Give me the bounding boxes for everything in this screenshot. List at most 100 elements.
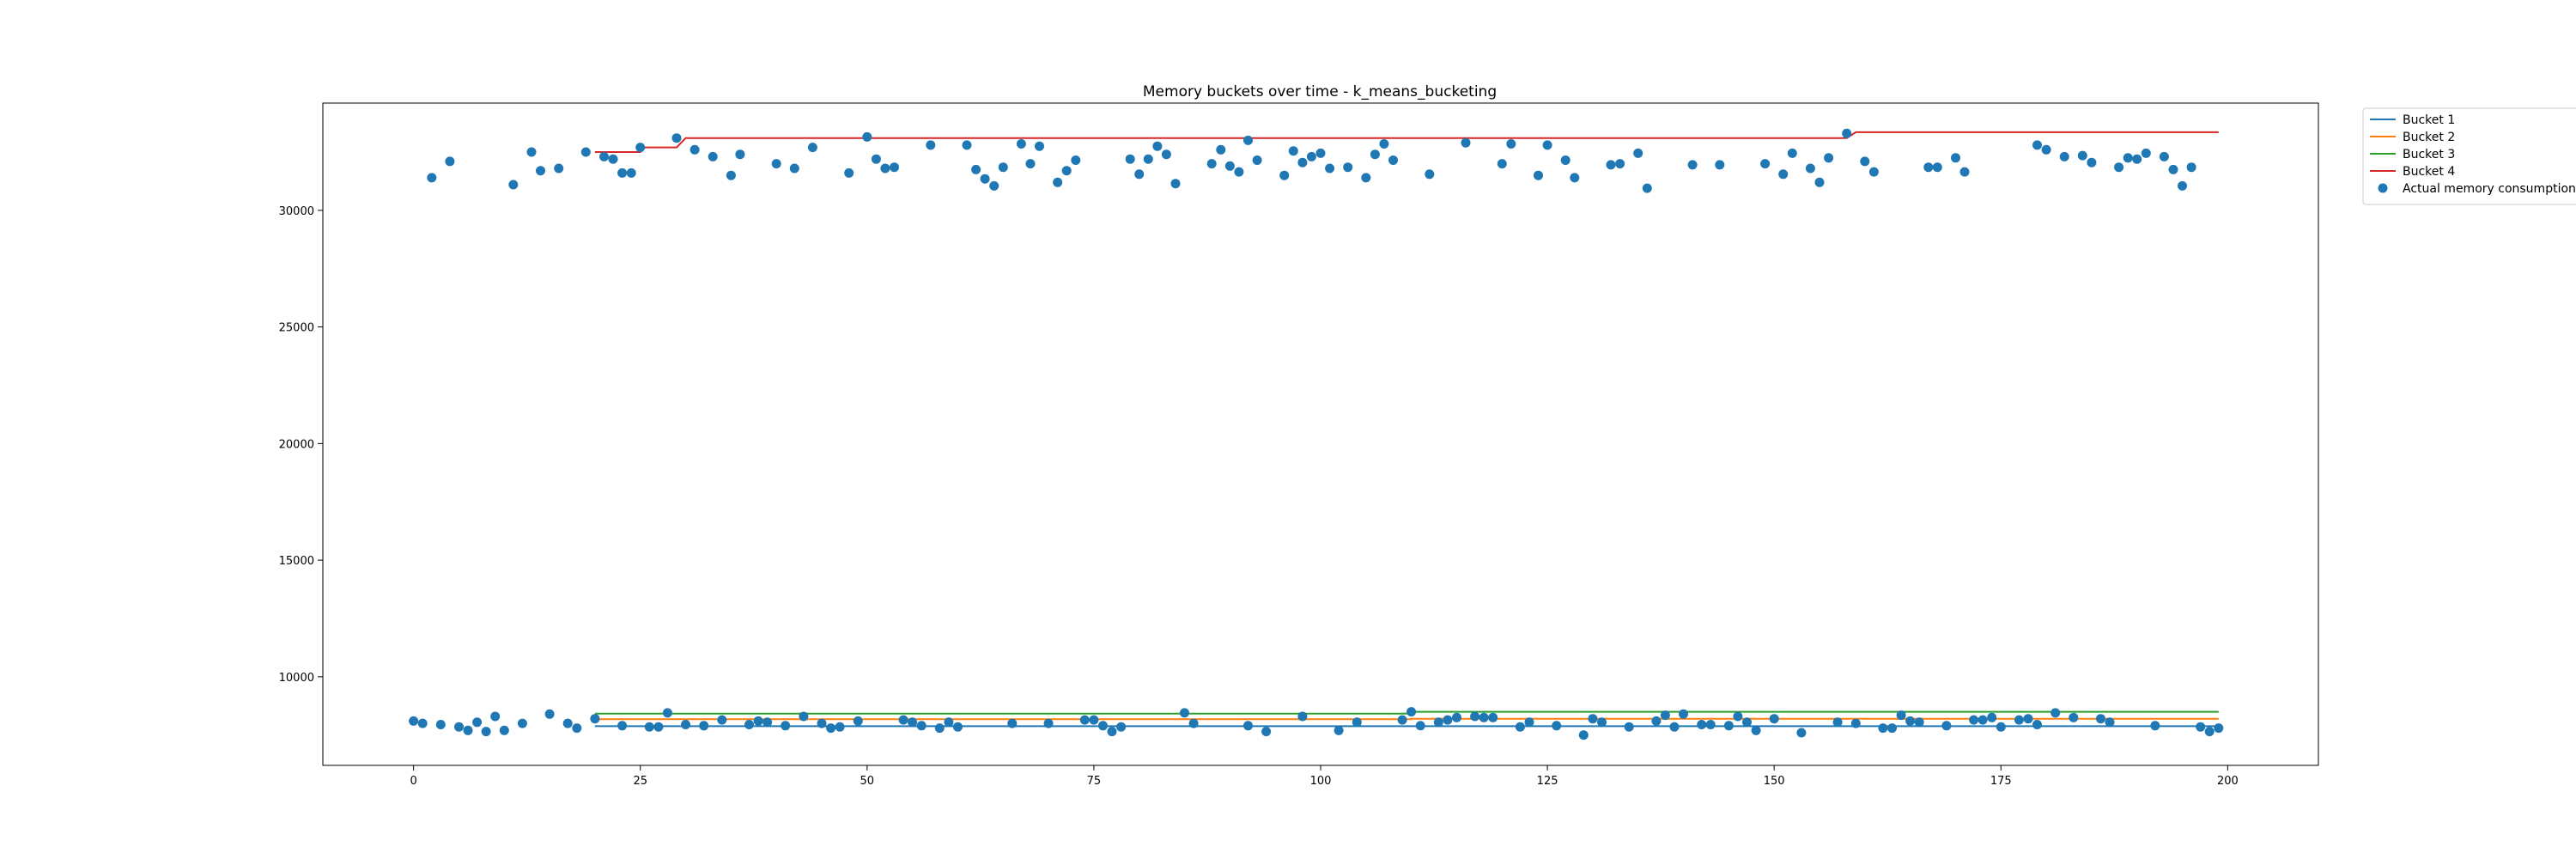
memory-point — [1751, 725, 1761, 735]
memory-point — [1769, 714, 1779, 724]
memory-point — [708, 151, 718, 161]
memory-point — [590, 714, 600, 724]
legend: Bucket 1 Bucket 2 Bucket 3 Bucket 4 Actual m… — [2362, 107, 2576, 205]
memory-point — [1923, 162, 1934, 173]
memory-point — [735, 149, 745, 160]
x-tick-label: 175 — [1990, 775, 2012, 788]
memory-point — [1007, 718, 1018, 728]
memory-point — [1642, 183, 1652, 193]
memory-point — [908, 717, 918, 728]
memory-point — [617, 168, 628, 178]
memory-point — [653, 722, 664, 732]
memory-point — [1850, 718, 1861, 728]
memory-point — [934, 723, 945, 734]
memory-point — [944, 717, 954, 728]
memory-point — [1415, 721, 1425, 731]
memory-point — [807, 143, 817, 153]
memory-point — [1306, 151, 1316, 161]
memory-point — [1832, 717, 1843, 728]
memory-point — [1932, 162, 1942, 173]
memory-point — [536, 166, 545, 176]
memory-point — [508, 180, 519, 190]
memory-point — [2105, 717, 2115, 728]
memory-point — [871, 154, 881, 164]
memory-point — [1397, 715, 1407, 725]
memory-point — [699, 721, 709, 731]
memory-point — [517, 718, 527, 728]
memory-point — [427, 173, 437, 183]
memory-point — [2159, 151, 2169, 161]
memory-point — [1388, 155, 1398, 165]
memory-point — [1887, 723, 1897, 734]
bucket-2-line — [594, 717, 2219, 721]
memory-point — [989, 180, 999, 191]
memory-point — [1697, 720, 1707, 729]
memory-point — [1951, 153, 1960, 163]
y-tick-label: 10000 — [279, 672, 314, 685]
memory-point — [1152, 141, 1163, 151]
memory-point — [1524, 717, 1534, 728]
memory-point — [962, 140, 972, 150]
memory-point — [826, 723, 836, 734]
memory-point — [2150, 721, 2160, 731]
memory-point — [1071, 155, 1081, 165]
memory-point — [1089, 715, 1099, 725]
memory-point — [1053, 177, 1063, 187]
memory-point — [1315, 148, 1326, 158]
x-tick-label: 75 — [1087, 775, 1102, 788]
memory-point — [599, 151, 609, 161]
memory-point — [1814, 177, 1825, 187]
actual-memory-points — [409, 128, 2224, 740]
memory-point — [445, 156, 455, 167]
memory-point — [417, 718, 428, 728]
memory-point — [1134, 169, 1145, 180]
memory-point — [1043, 718, 1054, 728]
memory-point — [1715, 160, 1725, 170]
memory-point — [2204, 727, 2215, 737]
memory-point — [998, 162, 1008, 173]
memory-point — [2041, 144, 2051, 155]
legend-label-bucket-4: Bucket 4 — [2403, 165, 2455, 179]
chart-title: Memory buckets over time - k_means_bucke… — [1143, 83, 1497, 101]
x-tick-label: 0 — [410, 775, 416, 788]
memory-point — [1959, 167, 1970, 177]
legend-label-bucket-1: Bucket 1 — [2403, 113, 2455, 127]
memory-point — [454, 722, 464, 732]
memory-point — [1180, 708, 1189, 718]
memory-point — [2168, 164, 2178, 174]
memory-point — [862, 131, 872, 142]
memory-point — [1905, 716, 1916, 726]
memory-point — [2196, 722, 2206, 732]
memory-point — [1687, 160, 1698, 170]
memory-point — [880, 163, 890, 174]
y-axis: 10000 15000 20000 25000 30000 — [279, 205, 323, 685]
memory-point — [771, 159, 781, 169]
y-tick-label: 25000 — [279, 322, 314, 335]
memory-point — [1161, 149, 1171, 160]
memory-point — [1234, 167, 1244, 177]
memory-point — [1452, 712, 1461, 722]
x-tick-label: 150 — [1764, 775, 1785, 788]
memory-point — [1578, 730, 1589, 740]
memory-point — [662, 708, 672, 718]
memory-point — [1534, 170, 1543, 180]
memory-point — [753, 716, 763, 726]
memory-point — [580, 147, 591, 157]
legend-label-actual-memory: Actual memory consumption — [2403, 182, 2576, 196]
memory-point — [1996, 722, 2006, 732]
memory-point — [1297, 157, 1308, 168]
memory-point — [1297, 711, 1308, 722]
memory-point — [572, 723, 582, 734]
memory-point — [617, 721, 628, 731]
memory-point — [1669, 722, 1680, 732]
memory-point — [1143, 154, 1153, 164]
memory-point — [1425, 169, 1435, 180]
memory-point — [2096, 714, 2105, 724]
memory-point — [1723, 721, 1734, 731]
memory-point — [1560, 155, 1571, 165]
memory-point — [1497, 159, 1507, 169]
memory-point — [1705, 720, 1716, 729]
memory-point — [916, 721, 927, 731]
memory-point — [490, 711, 501, 722]
